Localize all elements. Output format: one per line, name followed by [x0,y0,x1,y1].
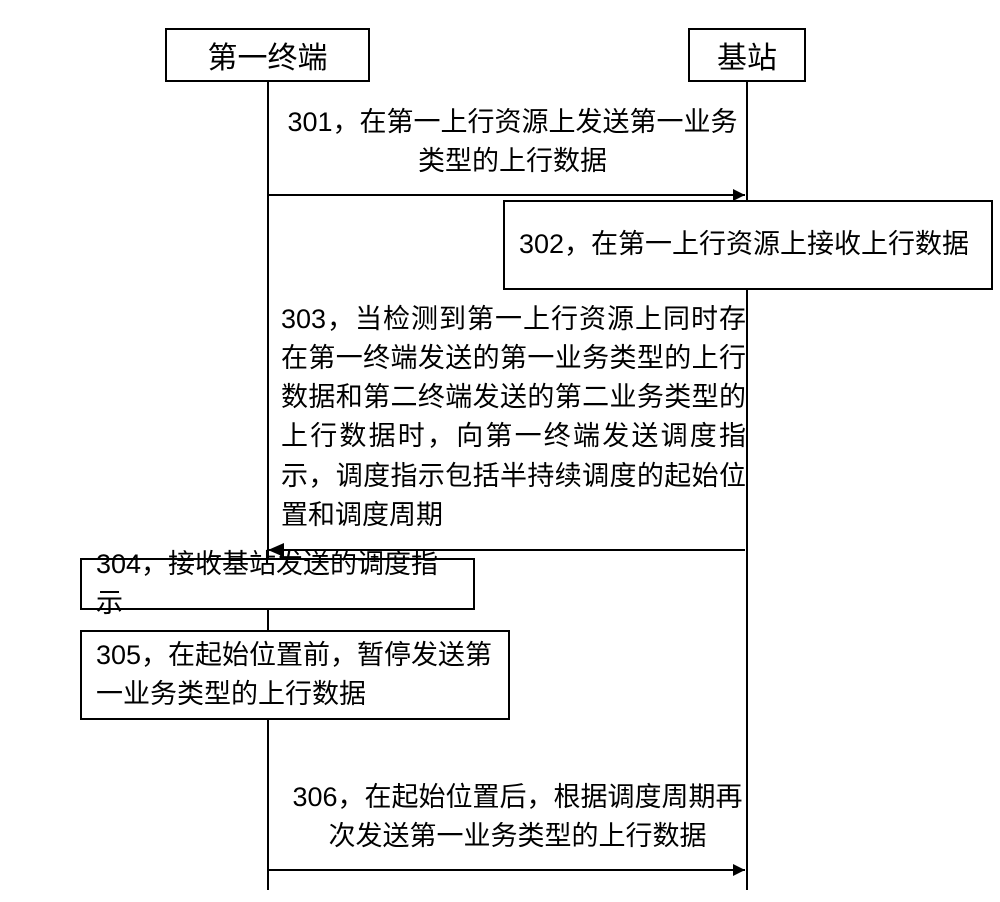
lifeline-left [267,82,269,890]
step-304-text: 304，接收基站发送的调度指示 [96,545,459,623]
step-302-text: 302，在第一上行资源上接收上行数据 [519,225,977,264]
sequence-diagram: 第一终端 基站 301，在第一上行资源上发送第一业务类型的上行数据 302，在第… [0,0,1000,902]
msg-303-text: 303，当检测到第一上行资源上同时存在第一终端发送的第一业务类型的上行数据和第二… [281,300,746,535]
msg-306-text: 306，在起始位置后，根据调度周期再次发送第一业务类型的上行数据 [290,778,745,856]
actor-base-station: 基站 [688,28,806,82]
msg-301-label: 301，在第一上行资源上发送第一业务类型的上行数据 [285,103,740,181]
step-305: 305，在起始位置前，暂停发送第一业务类型的上行数据 [80,630,510,720]
step-302: 302，在第一上行资源上接收上行数据 [503,200,993,290]
step-304: 304，接收基站发送的调度指示 [80,558,475,610]
actor-first-terminal-label: 第一终端 [208,33,328,77]
msg-306-label: 306，在起始位置后，根据调度周期再次发送第一业务类型的上行数据 [290,778,745,856]
actor-first-terminal: 第一终端 [165,28,370,82]
msg-303-label: 303，当检测到第一上行资源上同时存在第一终端发送的第一业务类型的上行数据和第二… [281,300,746,535]
msg-301-text: 301，在第一上行资源上发送第一业务类型的上行数据 [285,103,740,181]
step-305-text: 305，在起始位置前，暂停发送第一业务类型的上行数据 [96,636,494,714]
actor-base-station-label: 基站 [717,33,777,77]
